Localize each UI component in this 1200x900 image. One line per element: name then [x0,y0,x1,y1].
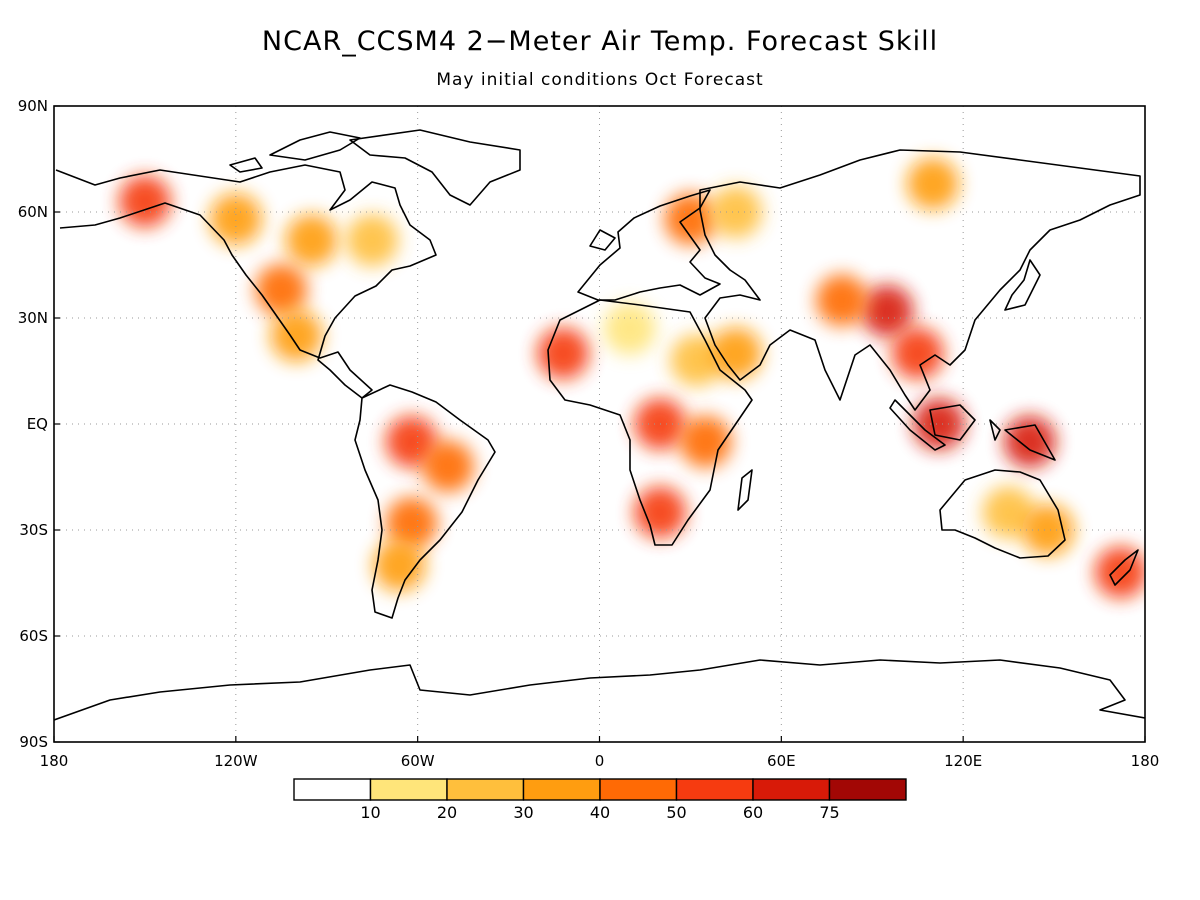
lon-tick-label: 120W [214,752,258,770]
longitude-tick-labels: 180 120W 60W 0 60E 120E 180 [40,736,1160,770]
colorbar-swatch [446,778,525,801]
lat-tick-label: 90N [18,97,48,115]
grid-lines [54,106,1145,742]
coast-antarctica [54,659,1145,721]
skill-region-17 [664,193,717,246]
skill-region-21 [815,274,868,327]
colorbar-swatch [293,778,372,801]
colorbar-labels: 10 20 30 40 50 60 75 [360,803,839,822]
skill-region-27 [1094,546,1145,599]
skill-shading [118,157,1145,599]
skill-region-0 [118,175,171,228]
coast-new-zealand [1109,549,1139,586]
lon-tick-label: 60E [767,752,796,770]
lat-tick-label: 30N [18,309,48,327]
coast-indonesia [889,399,1056,461]
skill-region-8 [385,496,438,549]
colorbar-swatch [522,778,601,801]
skill-region-19 [906,157,959,210]
lon-tick-label: 0 [595,752,605,770]
skill-region-4 [255,263,308,316]
skill-region-6 [385,415,438,468]
lat-tick-label: 60S [19,627,48,645]
colorbar-swatch [675,778,754,801]
colorbar-label: 20 [437,803,457,822]
skill-region-25 [982,486,1035,539]
lon-tick-label: 180 [1131,752,1160,770]
coast-madagascar [737,469,753,511]
lon-tick-label: 120E [944,752,982,770]
coast-japan [1004,259,1041,311]
skill-region-7 [421,440,474,493]
colorbar-label: 40 [590,803,610,822]
skill-region-11 [603,302,656,355]
skill-region-1 [209,193,262,246]
colorbar-swatch [599,778,678,801]
colorbar [293,778,907,801]
lon-tick-label: 60W [401,752,435,770]
colorbar-label: 50 [666,803,686,822]
coast-arctic-islands [229,131,361,173]
coastlines [54,129,1145,721]
skill-region-24 [1003,415,1056,468]
skill-region-5 [270,309,323,362]
colorbar-swatch [752,778,831,801]
coast-europe [577,189,721,301]
skill-region-14 [679,415,732,468]
map-title: NCAR_CCSM4 2−Meter Air Temp. Forecast Sk… [261,26,939,57]
colorbar-label: 10 [360,803,380,822]
lat-tick-label: 30S [19,521,48,539]
map-subtitle: May initial conditions Oct Forecast [436,70,764,90]
skill-region-3 [346,214,399,267]
skill-region-23 [912,398,965,450]
skill-region-10 [537,327,590,380]
colorbar-swatch [369,778,448,801]
lat-tick-label: EQ [27,415,48,433]
coast-greenland [349,129,521,206]
skill-region-20 [861,284,914,337]
coast-africa [547,299,753,546]
colorbar-label: 30 [513,803,533,822]
colorbar-swatch [828,778,907,801]
skill-region-9 [373,539,426,592]
skill-region-2 [285,214,338,267]
skill-region-22 [891,327,944,380]
latitude-tick-labels: 90N 60N 30N EQ 30S 60S 90S [18,97,60,751]
lat-tick-label: 60N [18,203,48,221]
skill-region-15 [634,486,687,539]
skill-region-26 [1022,504,1075,556]
skill-region-18 [709,186,762,238]
skill-region-16 [709,327,762,380]
coast-north-america [55,164,437,399]
coast-australia [939,469,1066,559]
coast-asia [699,149,1141,411]
coast-south-america [354,384,496,619]
lon-tick-label: 180 [40,752,69,770]
colorbar-label: 60 [743,803,763,822]
colorbar-label: 75 [819,803,839,822]
lat-tick-label: 90S [19,733,48,751]
